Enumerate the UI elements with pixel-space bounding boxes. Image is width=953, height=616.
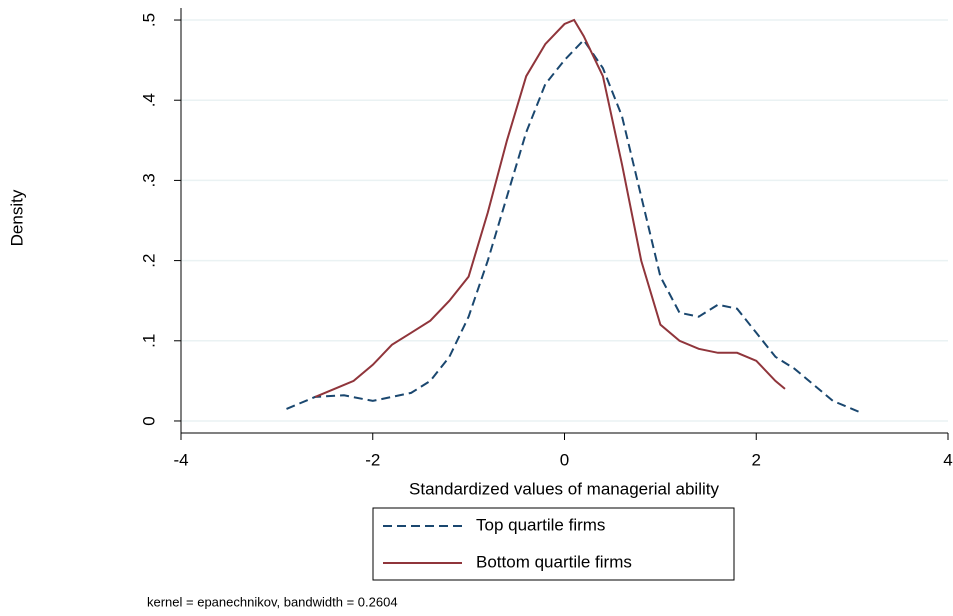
y-tick-label: 0 [139, 416, 158, 425]
legend-label: Bottom quartile firms [476, 552, 632, 571]
legend-box [372, 507, 735, 581]
x-tick-label: -4 [173, 450, 188, 469]
y-tick-label: .1 [139, 334, 158, 348]
y-tick-label: .2 [139, 254, 158, 268]
x-tick-label: 0 [560, 450, 569, 469]
legend: Top quartile firms Bottom quartile firms [372, 507, 735, 581]
note: kernel = epanechnikov, bandwidth = 0.260… [147, 594, 398, 609]
y-axis-label: Density [7, 189, 26, 246]
y-tick-label: .5 [139, 13, 158, 27]
legend-label: Top quartile firms [476, 515, 605, 534]
x-tick-label: 2 [752, 450, 761, 469]
data-line [314, 18, 786, 398]
x-axis-label: Standardized values of managerial abilit… [409, 479, 719, 498]
y-tick-label: .3 [139, 173, 158, 187]
y-tick-label: .4 [139, 93, 158, 107]
x-tick-label: -2 [365, 450, 380, 469]
x-tick-label: 4 [943, 450, 952, 469]
